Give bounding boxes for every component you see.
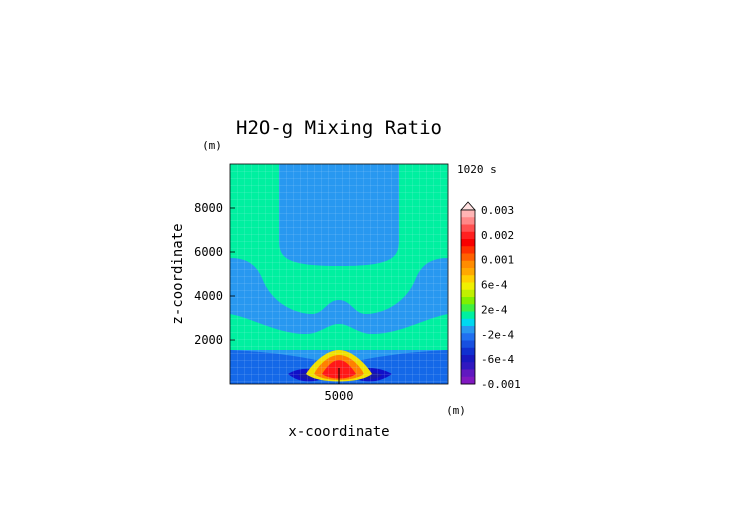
colorbar-max-arrow	[460, 201, 476, 211]
colorbar-swatch	[461, 318, 475, 327]
colorbar-swatch	[461, 275, 475, 283]
colorbar-swatch	[461, 268, 475, 276]
colorbar-label: -0.001	[481, 378, 521, 391]
colorbar-swatch	[461, 246, 475, 254]
colorbar-swatch	[461, 289, 475, 298]
colorbar: 0.003 0.002 0.001 6e-4 2e-4 -2e-4 -6e-4 -0.001	[460, 201, 521, 391]
z-tick-label: 8000	[194, 201, 223, 215]
colorbar-swatch	[461, 239, 475, 247]
colorbar-swatch	[461, 340, 475, 349]
z-tick-label: 4000	[194, 289, 223, 303]
colorbar-swatch	[461, 376, 475, 385]
z-unit-label: (m)	[202, 139, 222, 152]
colorbar-swatch	[461, 282, 475, 291]
z-tick-label: 6000	[194, 245, 223, 259]
colorbar-swatch	[461, 231, 475, 240]
z-tick-label: 2000	[194, 333, 223, 347]
x-axis-ticks: 5000	[325, 389, 354, 403]
grid-overlay	[230, 164, 448, 384]
colorbar-label: 0.002	[481, 229, 514, 242]
colorbar-swatch	[461, 253, 475, 262]
colorbar-swatch	[461, 369, 475, 378]
colorbar-swatch	[461, 217, 475, 225]
z-axis-ticks: 2000 4000 6000 8000	[194, 201, 235, 347]
colorbar-swatch	[461, 297, 475, 305]
colorbar-swatch	[461, 260, 475, 269]
colorbar-swatch	[461, 355, 475, 363]
colorbar-swatch	[461, 224, 475, 233]
x-tick-label: 5000	[325, 389, 354, 403]
colorbar-label: -6e-4	[481, 353, 514, 366]
colorbar-label: 0.001	[481, 254, 514, 267]
plot-frame	[229, 163, 449, 385]
colorbar-label: 6e-4	[481, 279, 508, 292]
colorbar-swatch	[461, 362, 475, 370]
colorbar-frame	[460, 209, 476, 385]
contour-field	[230, 164, 448, 384]
x-unit-label: (m)	[446, 404, 466, 417]
chart-title: H2O-g Mixing Ratio	[236, 117, 442, 139]
colorbar-label: -2e-4	[481, 328, 514, 341]
colorbar-swatch	[461, 210, 475, 218]
y-axis-label: z-coordinate	[170, 223, 186, 324]
colorbar-label: 0.003	[481, 204, 514, 217]
colorbar-label: 2e-4	[481, 303, 508, 316]
colorbar-swatch	[461, 326, 475, 334]
colorbar-swatch	[461, 347, 475, 356]
colorbar-swatch	[461, 333, 475, 341]
colorbar-swatch	[461, 311, 475, 320]
x-axis-label: x-coordinate	[288, 424, 389, 440]
colorbar-swatch	[461, 304, 475, 312]
time-label: 1020 s	[457, 163, 497, 176]
